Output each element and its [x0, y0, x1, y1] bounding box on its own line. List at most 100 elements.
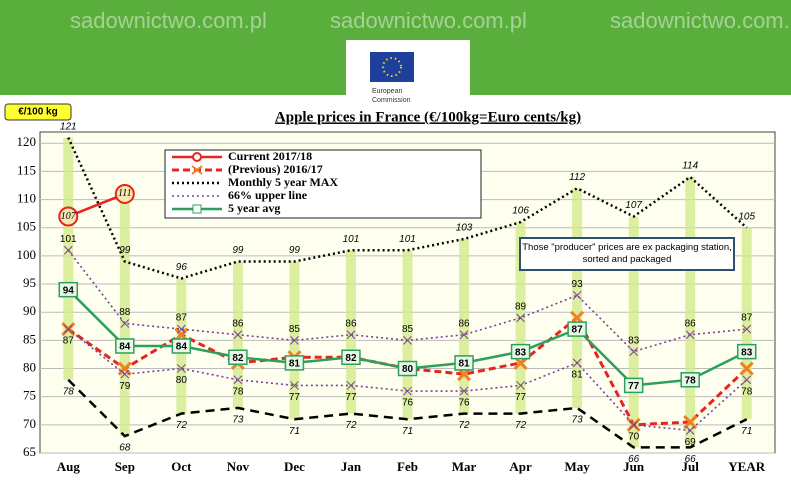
- point: [114, 183, 135, 204]
- unit-badge-box: [4, 103, 72, 121]
- data-label: 77: [628, 381, 640, 392]
- data-label: 69: [685, 437, 697, 448]
- x-tick-label: Mar: [452, 459, 477, 474]
- data-label: 86: [458, 318, 470, 329]
- data-label: 107: [625, 200, 642, 211]
- data-label: 73: [232, 415, 244, 426]
- point: [516, 381, 525, 390]
- point: [454, 355, 474, 371]
- data-label: 72: [176, 420, 188, 431]
- data-label: 72: [458, 420, 470, 431]
- data-label: 93: [572, 279, 584, 290]
- range-bar: [685, 177, 696, 448]
- point: [742, 324, 752, 334]
- data-label: 82: [232, 353, 244, 364]
- point: [117, 361, 132, 376]
- data-label: 73: [572, 415, 584, 426]
- data-label: 99: [119, 245, 131, 256]
- data-label: 105: [738, 211, 755, 222]
- point: [403, 386, 412, 396]
- unit-badge: €/100 kg: [18, 107, 57, 118]
- point: [685, 426, 695, 435]
- data-label: 101: [60, 234, 77, 245]
- watermark: sadownictwo.com.pl: [610, 8, 791, 33]
- data-label: 88: [119, 307, 131, 318]
- y-tick-label: 90: [23, 303, 36, 318]
- point: [284, 355, 305, 371]
- point: [346, 330, 356, 340]
- range-bar: [119, 193, 130, 437]
- chart-title: Apple prices in France (€/100kg=Euro cen…: [275, 109, 581, 125]
- data-label: 77: [289, 392, 301, 403]
- x-tick-label: Sep: [115, 459, 135, 474]
- point: [346, 381, 356, 390]
- range-bar: [459, 239, 470, 414]
- data-label: 85: [289, 324, 301, 335]
- watermark: sadownictwo.com.pl: [330, 8, 527, 33]
- data-label: 101: [343, 234, 360, 245]
- point: [736, 343, 757, 360]
- point: [403, 336, 412, 345]
- data-label: 99: [289, 245, 301, 256]
- point: [115, 338, 135, 354]
- point: [623, 377, 644, 394]
- data-label: 121: [60, 121, 77, 132]
- data-label: 78: [741, 386, 753, 397]
- point: [233, 375, 243, 385]
- point: [171, 338, 192, 354]
- x-tick-label: Oct: [171, 459, 192, 474]
- legend-label: Current 2017/18: [228, 149, 312, 163]
- point: [683, 414, 698, 430]
- logo-text: European: [372, 88, 402, 95]
- y-tick-label: 65: [23, 444, 36, 459]
- data-label: 111: [118, 188, 132, 199]
- data-label: 114: [682, 161, 698, 172]
- data-label: 78: [232, 386, 244, 397]
- point: [63, 245, 73, 255]
- data-label: 71: [289, 426, 300, 437]
- legend: Current 2017/18(Previous) 2016/17Monthly…: [164, 149, 482, 219]
- data-label: 103: [456, 223, 473, 234]
- data-label: 87: [176, 313, 188, 324]
- data-label: 84: [119, 342, 131, 353]
- data-label: 89: [515, 301, 527, 312]
- point: [739, 361, 754, 376]
- data-label: 107: [61, 211, 77, 222]
- point: [228, 349, 248, 366]
- y-tick-label: 95: [23, 275, 36, 290]
- legend-label: (Previous) 2016/17: [228, 162, 323, 176]
- point: [685, 330, 695, 340]
- data-label: 87: [63, 336, 75, 347]
- x-tick-label: YEAR: [728, 459, 765, 474]
- data-label: 80: [402, 364, 414, 375]
- data-label: 76: [402, 398, 414, 409]
- point: [176, 364, 186, 373]
- range-bar: [572, 188, 583, 408]
- data-label: 77: [345, 392, 357, 403]
- logo-text: Commission: [372, 97, 411, 104]
- data-label: 84: [176, 342, 188, 353]
- point: [459, 330, 469, 340]
- point: [516, 313, 525, 323]
- data-label: 94: [63, 285, 75, 296]
- data-label: 72: [345, 420, 357, 431]
- range-bar: [63, 137, 74, 380]
- point: [290, 381, 299, 390]
- legend-label: 66% upper line: [228, 188, 308, 202]
- range-bar: [741, 227, 752, 420]
- data-label: 86: [345, 318, 357, 329]
- range-bar: [345, 250, 356, 414]
- x-tick-label: Apr: [509, 459, 532, 474]
- y-tick-label: 75: [23, 388, 36, 403]
- y-tick-label: 105: [17, 219, 37, 234]
- point: [742, 375, 752, 385]
- data-label: 86: [232, 318, 244, 329]
- point: [58, 206, 79, 227]
- x-tick-label: Jun: [623, 459, 645, 474]
- legend-marker: [191, 165, 203, 175]
- legend-marker: [192, 152, 202, 162]
- data-label: 86: [685, 318, 697, 329]
- data-label: 112: [569, 172, 585, 183]
- eu-logo: European Commission: [346, 40, 470, 108]
